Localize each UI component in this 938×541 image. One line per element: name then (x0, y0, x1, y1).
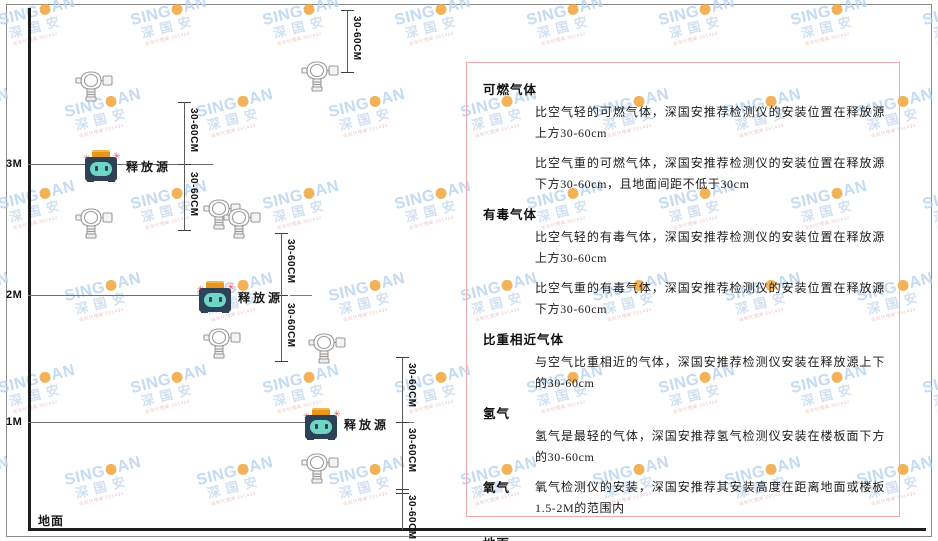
dim-tick (341, 72, 354, 73)
dim-label: 30-60CM (188, 172, 199, 217)
release-source-label: 释放源 (238, 291, 284, 305)
section-heading: 地面 (483, 533, 885, 541)
dim-tick (396, 489, 409, 490)
section-heading: 氧气 (483, 481, 511, 495)
gas-detector-icon (200, 325, 244, 361)
ground-label: 地面 (38, 514, 65, 528)
dim-tick (396, 493, 409, 494)
section-toxic-gas: 有毒气体 比空气轻的有毒气体，深国安推荐检测仪的安装位置在释放源上方30-60c… (483, 204, 885, 320)
release-source-label: 释放源 (126, 160, 172, 174)
dim-line (347, 10, 348, 72)
level-label-1m: 1M (6, 416, 23, 428)
section-heading: 可燃气体 (483, 83, 538, 97)
dim-line (402, 357, 403, 530)
release-source-label: 释放源 (344, 418, 390, 432)
dim-label: 30-60CM (285, 303, 296, 348)
dim-label: 30-60CM (406, 495, 417, 540)
section-paragraph: 比空气轻的有毒气体，深国安推荐检测仪的安装位置在释放源上方30-60cm (535, 230, 885, 265)
section-flammable-gas: 可燃气体 比空气轻的可燃气体，深国安推荐检测仪的安装位置在释放源上方30-60c… (483, 79, 885, 195)
release-source-icon: ✳ ✳ (302, 406, 341, 440)
y-axis (28, 8, 31, 530)
section-paragraph: 比空气重的有毒气体，深国安推荐检测仪的安装位置在释放源下方30-60cm (535, 281, 885, 316)
x-axis (28, 528, 926, 531)
dim-label: 30-60CM (351, 16, 362, 61)
section-similar-density-gas: 比重相近气体 与空气比重相近的气体，深国安推荐检测仪安装在释放源上下的30-60… (483, 329, 885, 394)
section-paragraph: 氧气检测仪的安装，深国安推荐其安装高度在距离地面或楼板1.5-2M的范围内 (535, 480, 885, 515)
installation-guidelines-panel: 可燃气体 比空气轻的可燃气体，深国安推荐检测仪的安装位置在释放源上方30-60c… (466, 62, 900, 541)
gas-detector-icon (298, 58, 342, 94)
section-paragraph: 与空气比重相近的气体，深国安推荐检测仪安装在释放源上下的30-60cm (535, 355, 885, 390)
section-paragraph: 比空气轻的可燃气体，深国安推荐检测仪的安装位置在释放源上方30-60cm (535, 105, 885, 140)
dim-line (281, 233, 282, 295)
gas-detector-icon (72, 68, 116, 104)
release-source-icon: ✳ ✳ (196, 279, 235, 313)
outer-frame (6, 4, 932, 537)
level-label-2m: 2M (6, 289, 23, 301)
gas-detector-icon (220, 205, 264, 241)
dim-line (184, 164, 185, 230)
dim-tick (275, 361, 288, 362)
section-paragraph: 氢气是最轻的气体，深国安推荐氢气检测仪安装在楼板面下方的30-60cm (535, 429, 885, 464)
section-heading: 有毒气体 (483, 208, 538, 222)
section-hydrogen: 氢气 氢气是最轻的气体，深国安推荐氢气检测仪安装在楼板面下方的30-60cm (483, 403, 885, 468)
level-line-2m (28, 295, 206, 296)
dim-line (184, 102, 185, 164)
release-source-leader (290, 295, 312, 296)
dim-line (281, 295, 282, 361)
section-paragraph: 比空气重的可燃气体，深国安推荐检测仪的安装位置在释放源下方30-60cm，且地面… (535, 156, 885, 191)
dim-label: 30-60CM (285, 239, 296, 284)
section-oxygen: 氧气 氧气检测仪的安装，深国安推荐其安装高度在距离地面或楼板1.5-2M的范围内 (483, 477, 885, 519)
gas-detector-icon (72, 205, 116, 241)
dim-label: 30-60CM (188, 108, 199, 153)
gas-detector-icon (298, 450, 342, 486)
dim-label: 30-60CM (406, 428, 417, 473)
release-source-icon: ✳ ✳ (82, 148, 121, 182)
dim-tick (178, 230, 191, 231)
dim-tick (396, 422, 409, 423)
level-label-3m: 3M (6, 158, 23, 170)
section-heading: 氢气 (483, 407, 511, 421)
gas-detector-icon (305, 330, 349, 366)
gas-detector-icon (200, 196, 244, 232)
level-line-3m (28, 164, 213, 165)
section-heading: 比重相近气体 (483, 333, 565, 347)
level-line-1m (28, 422, 310, 423)
section-ground: 地面 检测仪地面间距，深国安推荐在30-60cm，且不得小于30cm，因为过低容… (483, 533, 885, 541)
dim-label: 30-60CM (406, 363, 417, 408)
